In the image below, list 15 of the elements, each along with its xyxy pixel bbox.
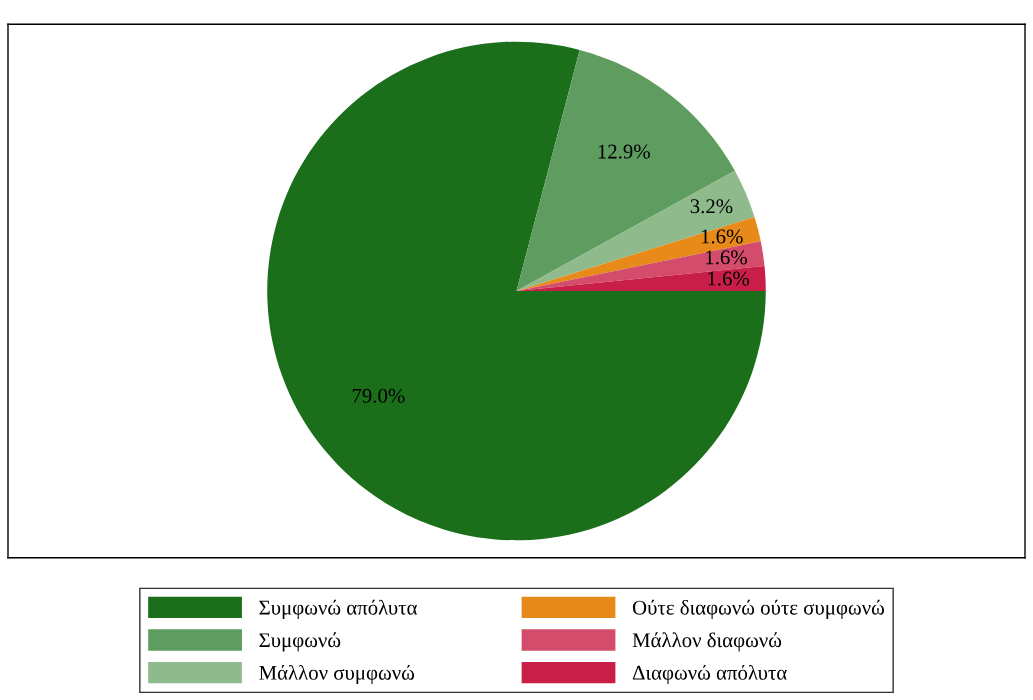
pie-slice bbox=[516, 216, 761, 291]
pie-slice bbox=[516, 170, 755, 291]
data-label: 1.6% bbox=[706, 250, 747, 265]
data-label: 3.2% bbox=[690, 199, 733, 214]
legend-label: Διαφωνώ απόλυτα bbox=[632, 664, 787, 685]
data-label: 1.6% bbox=[708, 271, 750, 286]
legend-label: Ούτε διαφωνώ ούτε συμφωνώ bbox=[632, 599, 884, 619]
legend-label: Συμφωνώ απόλυτα bbox=[259, 599, 417, 619]
legend-label: Μάλλον διαφωνώ bbox=[632, 632, 782, 652]
pie-slice bbox=[267, 41, 766, 541]
data-label: 12.9% bbox=[598, 144, 650, 159]
legend-label: Μάλλον συμφωνώ bbox=[259, 664, 415, 685]
legend-label: Συμφωνώ bbox=[259, 632, 341, 652]
data-label: 79.0% bbox=[352, 388, 405, 403]
data-label: 1.6% bbox=[701, 229, 743, 244]
